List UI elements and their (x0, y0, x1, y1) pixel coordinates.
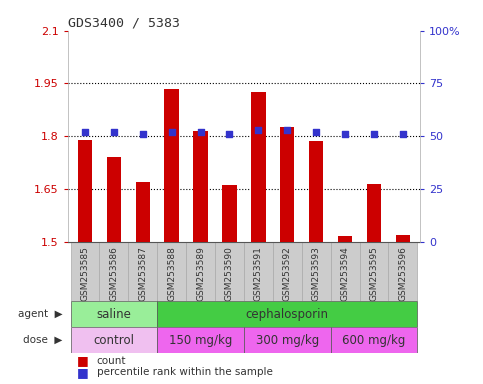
Bar (359, 242, 388, 301)
Text: GSM253586: GSM253586 (109, 246, 118, 301)
Text: GSM253585: GSM253585 (81, 246, 89, 301)
Point (168, 129, 175, 135)
Bar (186, 242, 215, 301)
Text: count: count (97, 356, 126, 366)
Bar (331, 242, 359, 301)
Text: GSM253589: GSM253589 (196, 246, 205, 301)
Text: saline: saline (97, 308, 131, 321)
Text: GSM253595: GSM253595 (369, 246, 379, 301)
Point (139, 131, 147, 137)
Bar (157, 327, 244, 353)
Text: GSM253592: GSM253592 (283, 246, 292, 301)
Bar (338, 236, 352, 242)
Point (341, 131, 349, 137)
Bar (244, 327, 331, 353)
Bar (71, 301, 157, 327)
Text: GSM253594: GSM253594 (341, 246, 350, 301)
Point (81, 129, 89, 135)
Text: GSM253596: GSM253596 (398, 246, 407, 301)
Point (197, 129, 204, 135)
Bar (136, 182, 150, 242)
Text: dose  ▶: dose ▶ (23, 335, 63, 345)
Bar (78, 140, 92, 242)
Bar (128, 242, 157, 301)
Bar (71, 242, 99, 301)
Bar (251, 92, 266, 242)
Point (255, 127, 262, 133)
Bar (280, 127, 295, 242)
Text: GSM253588: GSM253588 (167, 246, 176, 301)
Text: percentile rank within the sample: percentile rank within the sample (97, 367, 272, 377)
Point (399, 131, 407, 137)
Bar (193, 131, 208, 242)
Text: 600 mg/kg: 600 mg/kg (342, 334, 406, 347)
Bar (367, 184, 381, 242)
Bar (244, 242, 273, 301)
Bar (157, 301, 417, 327)
Bar (222, 185, 237, 242)
Bar (215, 242, 244, 301)
Bar (99, 242, 128, 301)
Text: 300 mg/kg: 300 mg/kg (256, 334, 319, 347)
Text: GSM253590: GSM253590 (225, 246, 234, 301)
Text: cephalosporin: cephalosporin (246, 308, 329, 321)
Bar (71, 327, 157, 353)
Text: GSM253593: GSM253593 (312, 246, 321, 301)
Point (284, 127, 291, 133)
Point (110, 129, 118, 135)
Text: GSM253587: GSM253587 (138, 246, 147, 301)
Bar (309, 141, 324, 242)
Text: agent  ▶: agent ▶ (18, 309, 63, 319)
Point (370, 131, 378, 137)
Bar (107, 157, 121, 242)
Text: 150 mg/kg: 150 mg/kg (169, 334, 232, 347)
Text: control: control (93, 334, 134, 347)
Bar (388, 242, 417, 301)
Bar (157, 242, 186, 301)
Point (226, 131, 233, 137)
Point (313, 129, 320, 135)
Text: GDS3400 / 5383: GDS3400 / 5383 (68, 17, 180, 30)
Bar (396, 235, 410, 242)
Bar (302, 242, 331, 301)
Text: GSM253591: GSM253591 (254, 246, 263, 301)
Text: ■: ■ (77, 366, 89, 379)
Text: ■: ■ (77, 354, 89, 367)
Bar (273, 242, 302, 301)
Bar (331, 327, 417, 353)
Bar (164, 89, 179, 242)
